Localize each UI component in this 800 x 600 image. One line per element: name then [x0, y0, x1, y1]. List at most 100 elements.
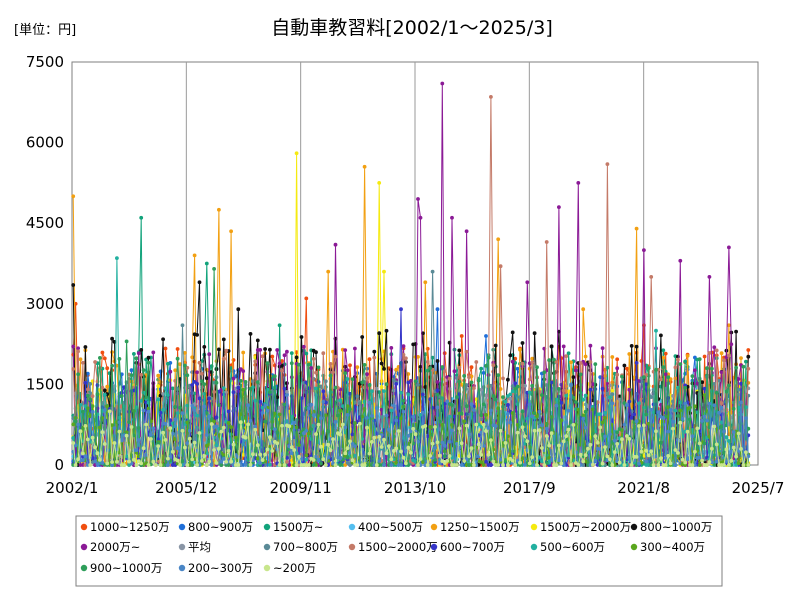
data-point: [501, 376, 505, 381]
data-point: [316, 365, 321, 370]
data-point: [345, 368, 350, 373]
data-point: [547, 358, 552, 362]
data-point: [311, 413, 316, 417]
data-point: [457, 426, 462, 431]
data-point: [707, 351, 712, 355]
data-point: [413, 379, 418, 384]
data-point: [265, 447, 270, 452]
data-point: [608, 457, 612, 462]
data-point: [712, 403, 717, 408]
data-point: [603, 445, 607, 449]
data-point: [673, 365, 678, 370]
data-point: [285, 390, 289, 394]
data-point: [605, 365, 610, 370]
data-point: [190, 355, 195, 360]
legend-label: 1500万~: [273, 520, 323, 534]
data-point: [416, 383, 420, 387]
data-point: [326, 429, 331, 434]
data-point: [496, 237, 501, 242]
data-point: [644, 448, 649, 453]
data-point: [202, 404, 207, 409]
data-point: [588, 442, 593, 447]
data-point: [243, 380, 248, 384]
data-point: [219, 463, 224, 467]
data-point: [506, 412, 510, 416]
data-point: [535, 463, 539, 467]
data-point: [387, 427, 391, 432]
data-point: [134, 463, 139, 467]
data-point: [598, 412, 603, 417]
data-point: [554, 403, 559, 408]
data-point: [625, 403, 629, 408]
data-point: [367, 451, 372, 456]
data-point: [666, 454, 671, 458]
data-point: [527, 402, 532, 407]
data-point: [391, 378, 396, 382]
data-point: [433, 445, 437, 450]
legend-item: 300~400万: [630, 540, 705, 554]
data-point: [306, 431, 311, 436]
data-point: [202, 454, 207, 458]
data-point: [707, 460, 712, 464]
data-point: [88, 397, 93, 402]
data-point: [265, 408, 270, 413]
data-point: [700, 458, 704, 463]
data-point: [654, 367, 658, 372]
y-tick-label: 7500: [26, 53, 64, 71]
data-point: [714, 459, 719, 464]
data-point: [459, 411, 464, 416]
data-point: [574, 368, 578, 373]
data-point: [540, 393, 544, 397]
data-point: [319, 444, 323, 449]
data-point: [467, 454, 471, 459]
data-point: [741, 364, 746, 369]
data-point: [129, 368, 134, 373]
data-point: [479, 413, 484, 418]
data-point: [445, 399, 450, 404]
data-point: [396, 429, 401, 433]
data-point: [659, 333, 663, 338]
data-point: [503, 400, 508, 404]
data-point: [190, 457, 195, 462]
data-point: [649, 395, 654, 399]
data-point: [498, 264, 503, 269]
data-point: [610, 401, 615, 406]
chart-title: 自動車教習料[2002/1～2025/3]: [271, 17, 553, 39]
data-point: [724, 447, 729, 452]
data-point: [469, 365, 474, 370]
data-point: [221, 356, 226, 361]
data-point: [141, 390, 146, 395]
data-point: [583, 354, 588, 359]
data-point: [464, 229, 469, 234]
legend-label: 300~400万: [640, 540, 705, 554]
data-point: [345, 446, 350, 450]
data-point: [637, 379, 641, 383]
data-point: [197, 360, 202, 365]
data-point: [547, 443, 552, 448]
data-point: [175, 458, 180, 463]
data-point: [238, 420, 243, 425]
data-point: [192, 440, 197, 445]
data-point: [353, 346, 357, 351]
data-point: [185, 373, 190, 378]
data-point: [506, 403, 510, 407]
data-point: [102, 356, 107, 361]
data-point: [646, 366, 651, 370]
data-point: [328, 448, 333, 453]
data-point: [195, 382, 200, 386]
data-point: [493, 343, 498, 348]
data-point: [399, 390, 403, 395]
data-point: [314, 370, 318, 375]
data-point: [605, 391, 610, 396]
data-point: [168, 369, 173, 374]
data-point: [549, 344, 554, 349]
data-point: [518, 395, 522, 399]
data-point: [508, 392, 513, 397]
data-point: [683, 385, 688, 390]
data-point: [209, 422, 214, 426]
data-point: [421, 388, 425, 393]
data-point: [537, 409, 542, 414]
data-point: [119, 394, 124, 398]
data-point: [333, 463, 338, 467]
data-point: [527, 461, 532, 466]
